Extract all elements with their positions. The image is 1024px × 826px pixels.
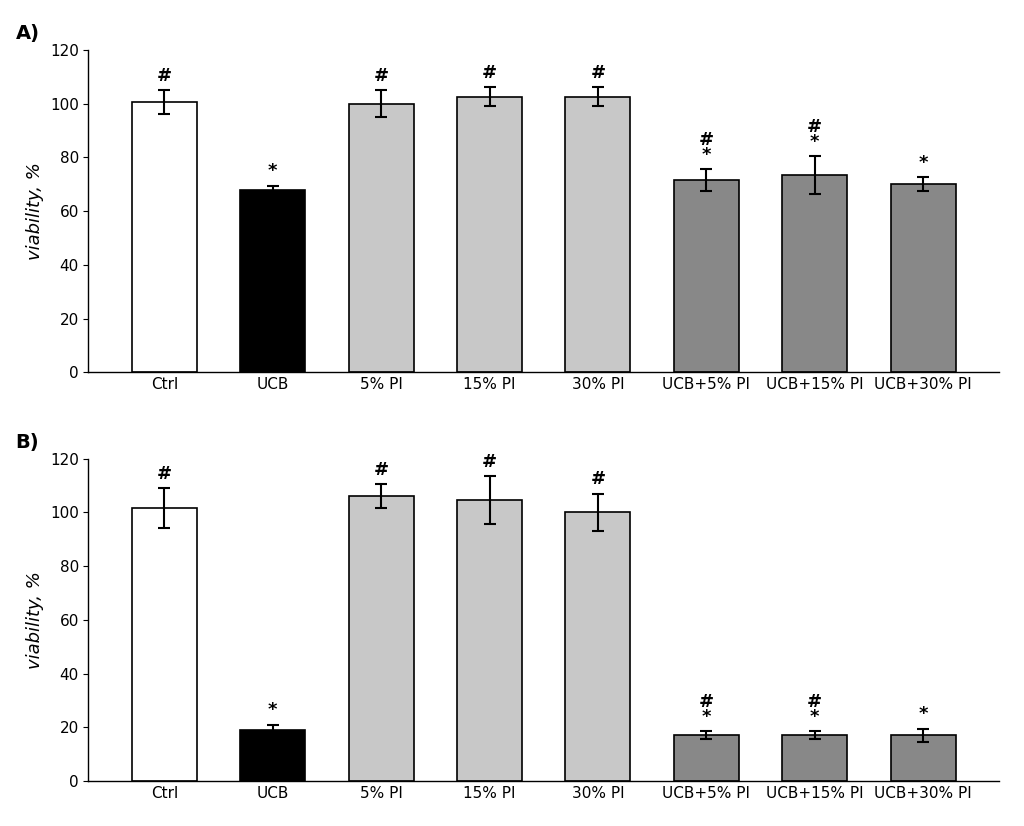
Text: *: * bbox=[701, 708, 711, 726]
Bar bbox=[241, 189, 305, 373]
Bar bbox=[132, 102, 197, 373]
Text: *: * bbox=[268, 701, 278, 719]
Bar bbox=[674, 180, 739, 373]
Text: *: * bbox=[919, 154, 928, 172]
Bar bbox=[132, 508, 197, 781]
Bar bbox=[782, 175, 847, 373]
Text: #: # bbox=[807, 693, 822, 711]
Text: A): A) bbox=[15, 24, 40, 43]
Bar bbox=[348, 496, 414, 781]
Bar bbox=[241, 730, 305, 781]
Bar bbox=[565, 97, 631, 373]
Y-axis label: viability, %: viability, % bbox=[27, 571, 44, 669]
Text: #: # bbox=[591, 470, 605, 488]
Bar bbox=[782, 735, 847, 781]
Text: #: # bbox=[374, 461, 389, 479]
Bar bbox=[891, 184, 955, 373]
Bar bbox=[565, 512, 631, 781]
Text: #: # bbox=[807, 118, 822, 135]
Text: #: # bbox=[157, 465, 172, 483]
Text: #: # bbox=[157, 67, 172, 85]
Text: *: * bbox=[268, 162, 278, 180]
Text: #: # bbox=[698, 693, 714, 711]
Text: *: * bbox=[810, 708, 819, 726]
Text: B): B) bbox=[15, 433, 39, 452]
Text: #: # bbox=[374, 67, 389, 85]
Bar bbox=[348, 103, 414, 373]
Text: #: # bbox=[591, 64, 605, 82]
Text: *: * bbox=[919, 705, 928, 724]
Bar bbox=[457, 501, 522, 781]
Text: *: * bbox=[810, 132, 819, 150]
Text: #: # bbox=[482, 453, 497, 471]
Y-axis label: viability, %: viability, % bbox=[27, 162, 44, 260]
Bar bbox=[674, 735, 739, 781]
Bar bbox=[457, 97, 522, 373]
Text: #: # bbox=[698, 131, 714, 150]
Bar bbox=[891, 735, 955, 781]
Text: #: # bbox=[482, 64, 497, 82]
Text: *: * bbox=[701, 146, 711, 164]
